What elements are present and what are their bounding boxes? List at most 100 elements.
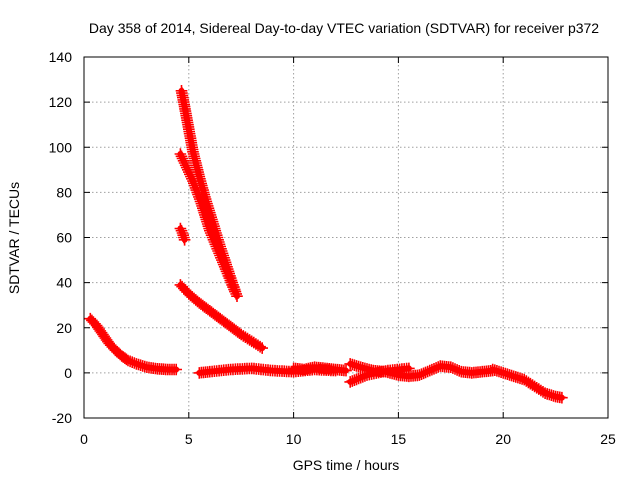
- x-tick-label: 10: [286, 431, 302, 447]
- data-point-marker: [213, 247, 225, 260]
- data-point-marker: [174, 222, 187, 235]
- data-point-marker: [453, 365, 465, 377]
- y-tick-label: 100: [49, 139, 73, 155]
- x-tick-label: 5: [185, 431, 193, 447]
- data-point-marker: [208, 236, 221, 248]
- data-point-marker: [225, 276, 237, 289]
- data-point-marker: [176, 152, 189, 165]
- data-point-marker: [217, 258, 230, 271]
- data-point-marker: [178, 157, 191, 169]
- y-tick-label: 20: [56, 320, 72, 336]
- data-point-marker: [175, 150, 188, 163]
- data-point-marker: [226, 279, 238, 291]
- data-point-marker: [188, 177, 200, 190]
- data-point-marker: [220, 265, 233, 278]
- series-arc-steep-high: [175, 85, 243, 302]
- y-tick-label: 60: [56, 230, 72, 246]
- data-point-marker: [215, 252, 227, 264]
- data-point-marker: [222, 270, 235, 282]
- series-arc-slow-decay: [174, 279, 268, 354]
- y-tick-label: -20: [52, 410, 72, 426]
- data-point-marker: [211, 243, 223, 255]
- data-point-marker: [174, 148, 187, 160]
- axis-tick-labels: -20 0 20 40 60 80 100 120 140 0 5 10 15 20 25: [49, 49, 616, 447]
- series-arc-baseline-b: [287, 361, 352, 377]
- data-point-marker: [228, 283, 240, 296]
- data-point-marker: [403, 362, 415, 375]
- data-point-marker: [227, 281, 239, 293]
- data-point-marker: [212, 245, 224, 257]
- series-arc-baseline-c: [344, 358, 499, 383]
- data-point-marker: [354, 371, 367, 384]
- data-point-marker: [128, 357, 141, 369]
- data-point-marker: [419, 366, 432, 379]
- data-point-marker: [178, 234, 191, 246]
- data-point-marker: [449, 363, 461, 375]
- data-point-marker: [229, 285, 241, 298]
- data-point-marker: [205, 229, 218, 241]
- data-point-marker: [413, 369, 426, 381]
- chart-title: Day 358 of 2014, Sidereal Day-to-day VTE…: [89, 20, 599, 36]
- x-tick-label: 15: [391, 431, 407, 447]
- data-point-marker: [426, 363, 438, 376]
- data-point-marker: [124, 355, 136, 368]
- data-point-marker: [175, 224, 188, 237]
- data-point-marker: [194, 195, 207, 208]
- y-tick-label: 120: [49, 94, 73, 110]
- series-arc-late-decline: [486, 363, 568, 404]
- data-point-marker: [445, 361, 457, 373]
- data-point-marker: [346, 375, 359, 387]
- data-point-marker: [223, 272, 236, 284]
- data-point-marker: [340, 364, 352, 377]
- data-point-marker: [348, 374, 361, 386]
- data-point-marker: [447, 362, 459, 374]
- data-point-marker: [206, 231, 219, 244]
- data-point-marker: [359, 370, 371, 382]
- data-point-marker: [216, 254, 228, 266]
- data-point-marker: [180, 161, 193, 174]
- data-point-marker: [350, 373, 363, 386]
- data-point-marker: [186, 173, 198, 185]
- data-point-marker: [218, 261, 231, 273]
- data-point-marker: [192, 188, 204, 201]
- data-point-marker: [185, 170, 197, 183]
- data-point-marker: [221, 267, 234, 280]
- series-arc-short: [174, 222, 191, 246]
- data-point-marker: [430, 362, 442, 374]
- data-point-marker: [214, 249, 226, 262]
- data-point-marker: [177, 155, 190, 167]
- data-point-marker: [182, 164, 194, 176]
- data-point-marker: [179, 159, 192, 172]
- y-tick-label: 40: [56, 275, 72, 291]
- y-tick-label: 140: [49, 49, 73, 65]
- data-point-marker: [254, 340, 266, 353]
- series-arc-baseline-a: [193, 362, 342, 379]
- x-tick-label: 0: [80, 431, 88, 447]
- data-point-marker: [170, 363, 182, 376]
- data-point-marker: [256, 342, 268, 354]
- x-tick-label: 25: [600, 431, 616, 447]
- data-point-marker: [224, 274, 237, 287]
- data-point-marker: [451, 364, 463, 376]
- data-point-marker: [209, 238, 222, 251]
- series-arc-steep-mid: [174, 148, 241, 298]
- data-point-marker: [190, 184, 203, 196]
- data-point-marker: [210, 240, 223, 253]
- y-tick-label: 0: [64, 365, 72, 381]
- data-point-marker: [219, 263, 232, 275]
- axis-ticks: [83, 56, 609, 419]
- data-point-marker: [537, 386, 549, 398]
- data-point-marker: [556, 391, 568, 404]
- series-arc-baseline-d: [344, 362, 415, 388]
- plot-data: [84, 85, 568, 404]
- data-point-marker: [424, 364, 436, 377]
- y-axis-label: SDTVAR / TECUs: [6, 182, 22, 294]
- data-point-marker: [421, 365, 434, 378]
- data-point-marker: [207, 234, 220, 246]
- x-axis-label: GPS time / hours: [293, 457, 400, 473]
- data-point-marker: [184, 168, 196, 181]
- data-point-marker: [217, 256, 229, 269]
- y-tick-label: 80: [56, 184, 72, 200]
- data-point-marker: [183, 166, 195, 178]
